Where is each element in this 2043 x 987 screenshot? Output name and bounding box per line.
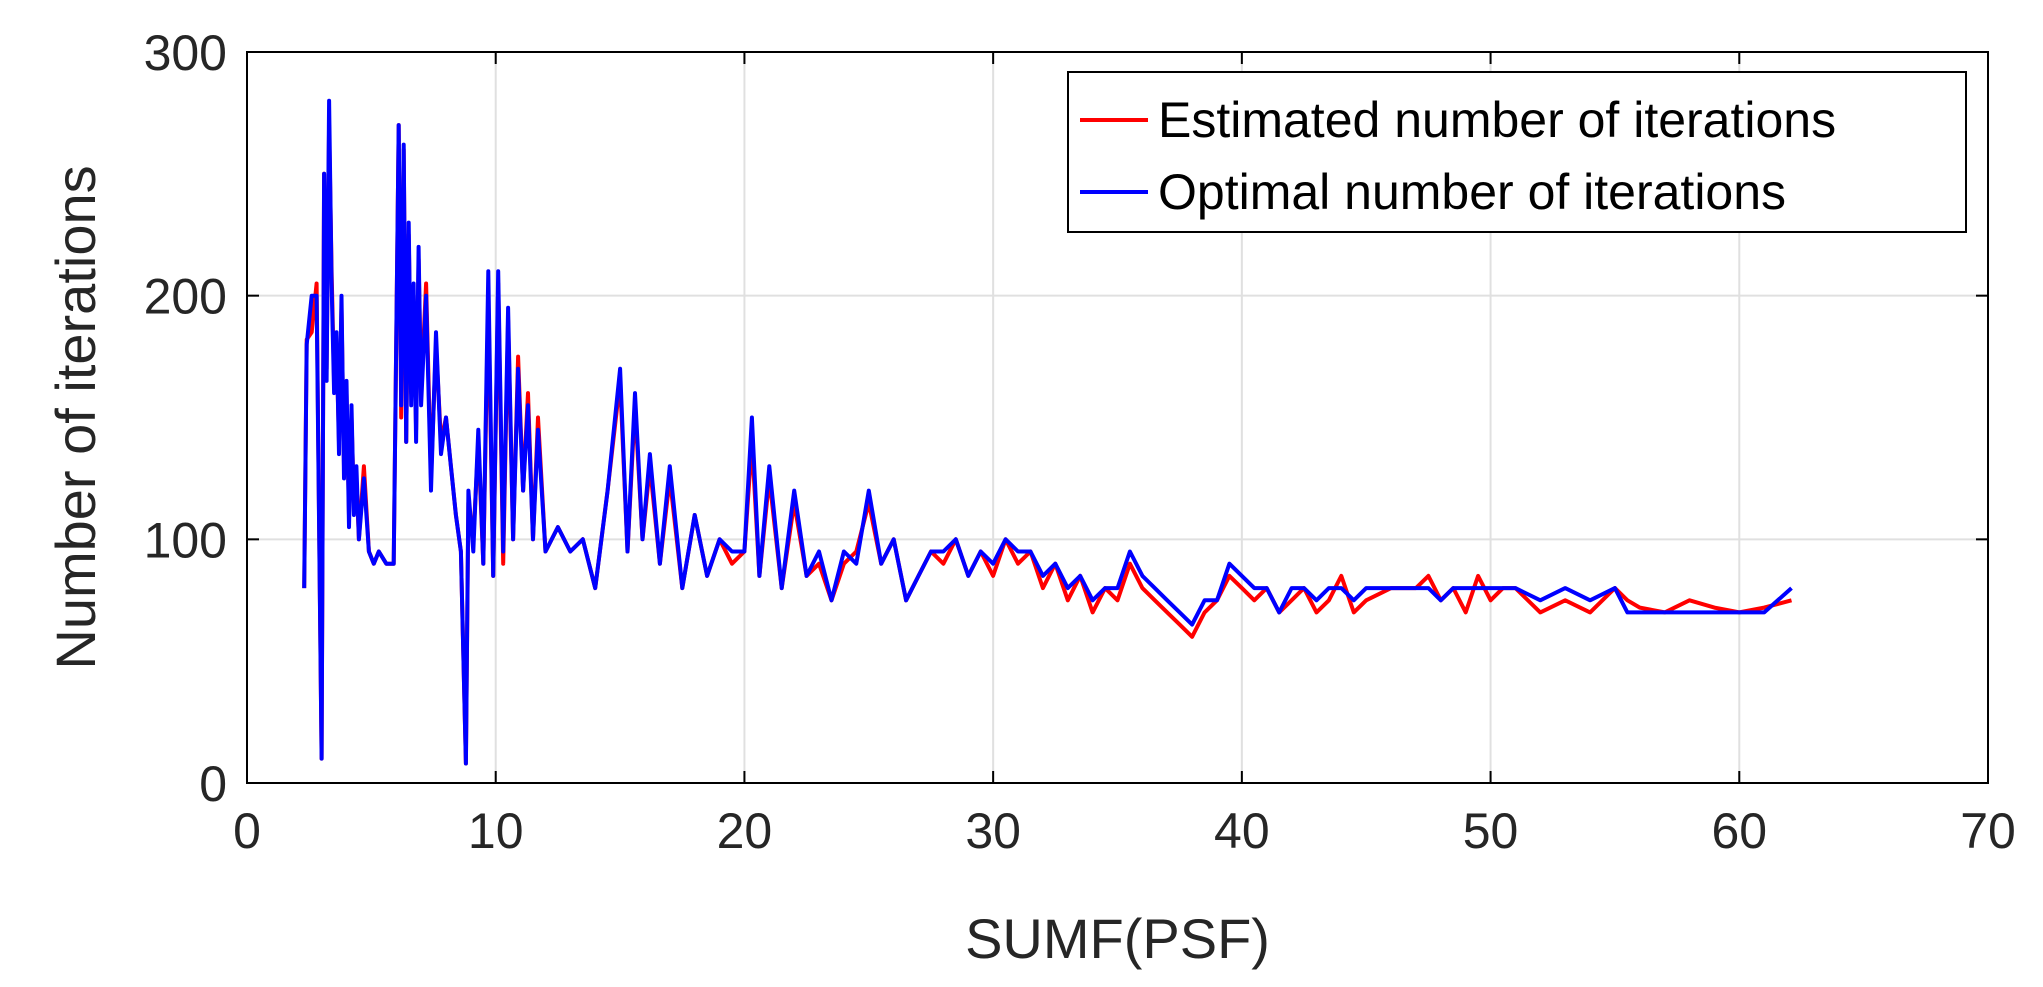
y-axis-title: Number of iterations: [44, 165, 107, 669]
legend-label-estimated: Estimated number of iterations: [1158, 92, 1836, 148]
x-tick-label: 30: [965, 803, 1021, 859]
x-tick-label: 20: [717, 803, 773, 859]
y-tick-label: 0: [199, 756, 227, 812]
x-tick-label: 0: [233, 803, 261, 859]
x-tick-label: 10: [468, 803, 524, 859]
y-tick-label: 300: [144, 25, 227, 81]
x-tick-label: 40: [1214, 803, 1270, 859]
axis-ticks: [246, 51, 1989, 784]
x-tick-label: 70: [1960, 803, 2016, 859]
x-axis-title: SUMF(PSF): [965, 907, 1270, 970]
series-layer: [302, 98, 1793, 766]
y-tick-label: 200: [144, 269, 227, 325]
x-tick-label: 60: [1711, 803, 1767, 859]
x-tick-label: 50: [1463, 803, 1519, 859]
series-line-optimal: [302, 98, 1793, 766]
legend-label-optimal: Optimal number of iterations: [1158, 164, 1786, 220]
legend-box: [1067, 71, 1967, 233]
axis-tick-labels: 0 10 20 30 40 50 60 70 0 100 200 300: [144, 25, 2016, 859]
plot-frame: [246, 51, 1989, 784]
legend: Estimated number of iterations Optimal n…: [1067, 71, 1967, 233]
y-tick-label: 100: [144, 512, 227, 568]
